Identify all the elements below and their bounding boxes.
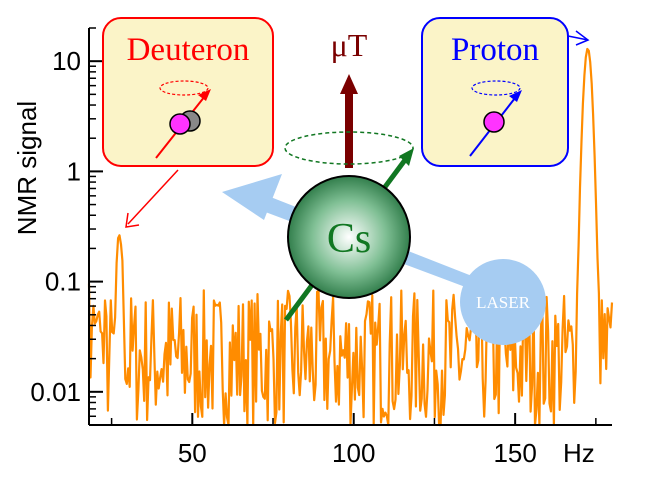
proton-pointer-arrow-icon bbox=[567, 30, 590, 46]
laser-label: LASER bbox=[476, 293, 531, 312]
deuteron-proton-particle bbox=[169, 113, 191, 135]
deuteron-precession-orbit bbox=[159, 80, 209, 96]
x-tick-label: 50 bbox=[178, 438, 207, 468]
proton-label: Proton bbox=[451, 32, 539, 68]
field-arrow-icon bbox=[340, 74, 358, 168]
y-tick-label: 10 bbox=[52, 46, 81, 76]
x-unit-label: Hz bbox=[563, 438, 595, 468]
laser-arrow-head-icon bbox=[222, 174, 282, 220]
y-tick-label: 0.1 bbox=[45, 267, 81, 297]
deuteron-box bbox=[102, 17, 274, 167]
cs-label: Cs bbox=[327, 216, 371, 262]
x-tick-label: 150 bbox=[493, 438, 536, 468]
deuteron-label: Deuteron bbox=[127, 32, 250, 68]
laser-source bbox=[460, 259, 546, 345]
y-tick-label: 0.01 bbox=[30, 377, 81, 407]
y-tick-label: 1 bbox=[67, 156, 81, 186]
tick-group: 0.01 0.1 1 10 50 100 150 bbox=[30, 27, 597, 468]
y-axis-label: NMR signal bbox=[12, 101, 42, 235]
proton-particle bbox=[483, 111, 505, 133]
proton-precession-orbit bbox=[471, 80, 521, 96]
x-tick-label: 100 bbox=[332, 438, 375, 468]
field-label: μT bbox=[331, 27, 368, 63]
proton-box bbox=[421, 17, 569, 167]
deuteron-pointer-arrow-icon bbox=[125, 169, 179, 228]
field-precession-orbit bbox=[284, 131, 414, 165]
cs-atom bbox=[287, 175, 411, 299]
